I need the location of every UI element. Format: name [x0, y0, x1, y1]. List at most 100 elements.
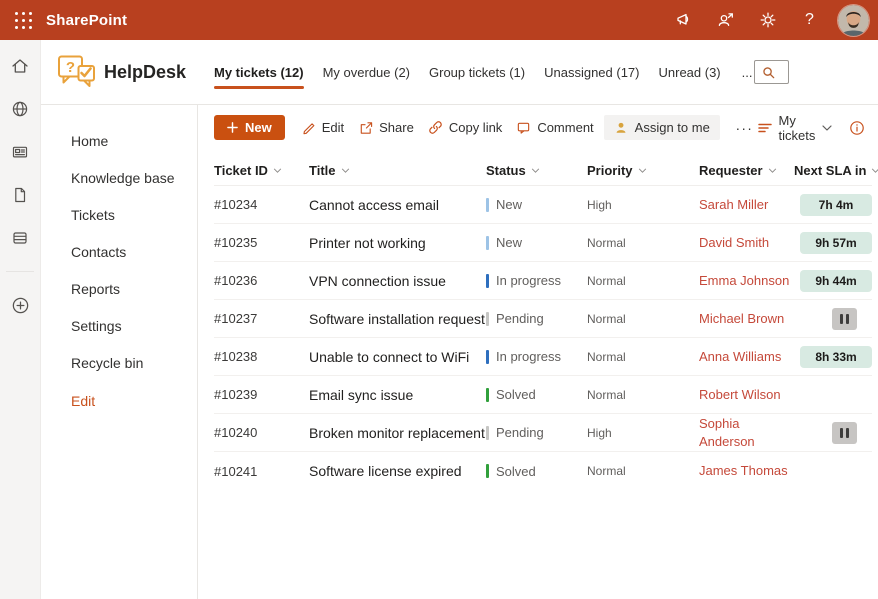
ticket-title-cell: Software installation request	[309, 310, 485, 327]
requester-cell: Emma Johnson	[699, 272, 794, 290]
ticket-priority-cell: Normal	[587, 464, 626, 478]
column-header-ticket-id[interactable]: Ticket ID	[214, 163, 309, 178]
waffle-icon[interactable]	[0, 0, 46, 40]
home-icon[interactable]	[9, 55, 31, 77]
search-icon	[762, 66, 775, 79]
ticket-priority-cell: High	[587, 425, 612, 440]
sidebar-item-recycle-bin[interactable]: Recycle bin	[71, 354, 144, 371]
comment-button[interactable]: Comment	[509, 115, 600, 140]
column-header-title[interactable]: Title	[309, 163, 486, 178]
globe-icon[interactable]	[9, 98, 31, 120]
news-icon[interactable]	[9, 141, 31, 163]
helpdesk-logo-icon: ?	[55, 53, 97, 91]
requester-link[interactable]: Sarah Miller	[699, 196, 769, 212]
site-brand[interactable]: ? HelpDesk	[41, 53, 198, 91]
column-header-status[interactable]: Status	[486, 163, 587, 178]
add-circle-icon[interactable]	[9, 294, 31, 316]
requester-link[interactable]: Sophia Anderson	[699, 415, 755, 449]
table-row[interactable]: #10240 Broken monitor replacement Pending H…	[214, 414, 872, 452]
sla-cell: 8h 33m	[794, 345, 872, 368]
status-label: New	[496, 235, 523, 250]
sidebar-item-home[interactable]: Home	[71, 132, 109, 149]
ticket-title-cell: Printer not working	[309, 234, 426, 251]
edit-button[interactable]: Edit	[294, 115, 351, 140]
status-label: In progress	[496, 349, 562, 364]
gear-icon[interactable]	[751, 4, 784, 37]
megaphone-icon[interactable]	[667, 4, 700, 37]
search-box[interactable]	[754, 60, 790, 84]
tabs-overflow-button[interactable]: ...	[741, 64, 753, 80]
sla-badge: 8h 33m	[800, 345, 872, 368]
sort-chevron-icon	[871, 168, 878, 173]
app-title[interactable]: SharePoint	[46, 11, 128, 29]
document-icon[interactable]	[9, 184, 31, 206]
sla-cell	[794, 307, 872, 330]
status-label: New	[496, 197, 523, 212]
requester-link[interactable]: Anna Williams	[699, 348, 782, 364]
table-row[interactable]: #10239 Email sync issue Solved Normal Robert…	[214, 376, 872, 414]
tab-group-tickets[interactable]: Group tickets (1)	[429, 64, 526, 80]
ticket-priority-cell: Normal	[587, 349, 626, 364]
site-title: HelpDesk	[104, 61, 187, 82]
tab-unassigned[interactable]: Unassigned (17)	[544, 64, 640, 80]
ticket-status-cell: Pending	[486, 425, 587, 440]
column-header-priority[interactable]: Priority	[587, 163, 699, 178]
svg-text:?: ?	[66, 59, 75, 76]
table-row[interactable]: #10235 Printer not working New Normal David …	[214, 224, 872, 262]
column-header-next-sla[interactable]: Next SLA in	[794, 163, 878, 178]
new-button[interactable]: New	[214, 115, 285, 140]
status-color-bar	[486, 311, 489, 326]
avatar[interactable]	[838, 4, 869, 36]
command-bar-right: My tickets	[757, 113, 878, 143]
sidebar-item-settings[interactable]: Settings	[71, 317, 122, 334]
sidebar-edit-link[interactable]: Edit	[71, 392, 96, 409]
stack-icon[interactable]	[9, 227, 31, 249]
requester-cell: Sarah Miller	[699, 196, 794, 214]
tab-my-tickets[interactable]: My tickets (12)	[214, 61, 304, 89]
tab-unread[interactable]: Unread (3)	[658, 64, 721, 80]
ticket-id-cell: #10239	[214, 387, 258, 402]
share-button[interactable]: Share	[351, 115, 421, 140]
ticket-status-cell: Solved	[486, 464, 587, 479]
table-row[interactable]: #10234 Cannot access email New High Sarah Mi…	[214, 186, 872, 224]
suite-header: SharePoint ?	[0, 0, 878, 40]
table-row[interactable]: #10236 VPN connection issue In progress Nor…	[214, 262, 872, 300]
requester-link[interactable]: Robert Wilson	[699, 386, 781, 402]
ticket-rows: #10234 Cannot access email New High Sarah Mi…	[214, 186, 872, 490]
requester-cell: David Smith	[699, 234, 794, 252]
sla-cell: 7h 4m	[794, 193, 872, 216]
view-selector[interactable]: My tickets	[757, 113, 833, 143]
app-frame: ? HelpDesk My tickets (12) My overdue (2…	[0, 40, 878, 599]
info-icon[interactable]	[849, 120, 865, 136]
sort-chevron-icon	[273, 168, 282, 173]
sidebar-item-knowledge-base[interactable]: Knowledge base	[71, 169, 175, 186]
ticket-status-cell: Solved	[486, 387, 587, 402]
header-main: My tickets (12) My overdue (2) Group tic…	[198, 60, 878, 89]
status-label: Pending	[496, 311, 544, 326]
sort-chevron-icon	[638, 168, 647, 173]
column-header-requester[interactable]: Requester	[699, 163, 794, 178]
requester-cell: Sophia Anderson	[699, 415, 794, 451]
tab-my-overdue[interactable]: My overdue (2)	[322, 64, 411, 80]
requester-link[interactable]: Emma Johnson	[699, 272, 790, 288]
ticket-id-cell: #10238	[214, 349, 258, 364]
requester-cell: Anna Williams	[699, 348, 794, 366]
table-row[interactable]: #10241 Software license expired Solved Norm…	[214, 452, 872, 490]
assign-to-me-button[interactable]: Assign to me	[603, 115, 720, 140]
people-share-icon[interactable]	[709, 4, 742, 37]
help-icon[interactable]: ?	[805, 11, 814, 28]
requester-link[interactable]: James Thomas	[699, 463, 788, 478]
requester-link[interactable]: David Smith	[699, 234, 770, 250]
table-row[interactable]: #10237 Software installation request Pendi…	[214, 300, 872, 338]
suite-actions: ?	[667, 4, 878, 37]
sidebar-item-contacts[interactable]: Contacts	[71, 243, 127, 260]
sidebar-item-reports[interactable]: Reports	[71, 280, 121, 297]
table-row[interactable]: #10238 Unable to connect to WiFi In progre…	[214, 338, 872, 376]
sla-cell	[794, 421, 872, 444]
more-actions-button[interactable]: ...	[735, 116, 754, 133]
copy-link-button[interactable]: Copy link	[421, 115, 509, 140]
comment-icon	[516, 120, 531, 135]
sidebar-item-tickets[interactable]: Tickets	[71, 206, 115, 223]
requester-link[interactable]: Michael Brown	[699, 310, 785, 326]
status-color-bar	[486, 387, 489, 402]
